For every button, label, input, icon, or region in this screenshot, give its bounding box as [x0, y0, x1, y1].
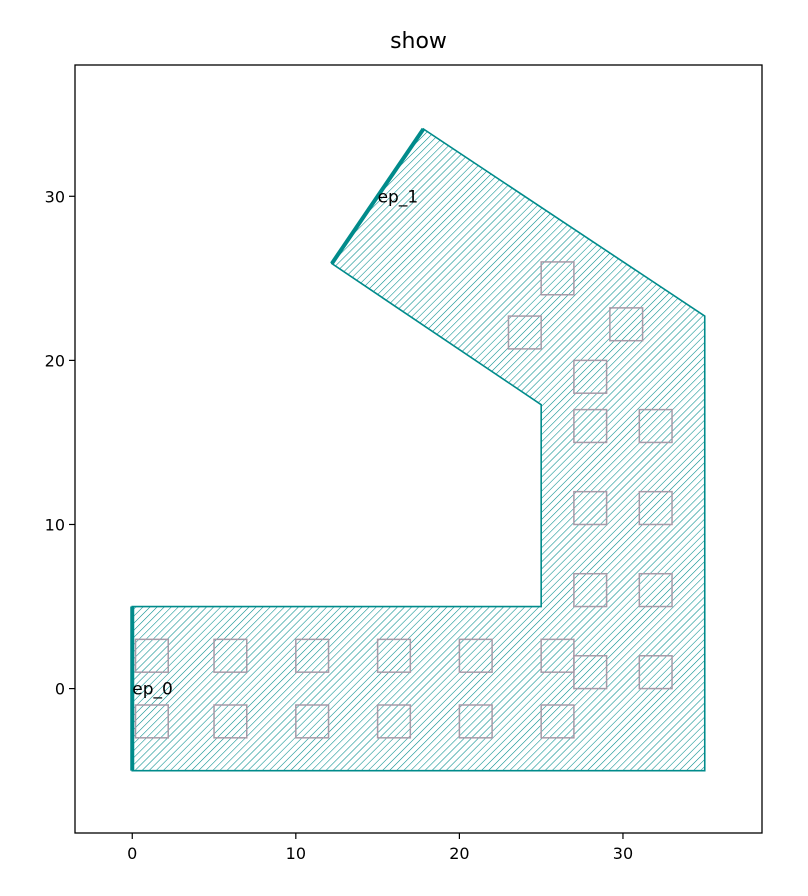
via-square: [134, 704, 169, 739]
via-square: [573, 490, 608, 526]
via-square: [458, 638, 493, 673]
chart-title: show: [390, 29, 447, 54]
y-tick-label: 10: [45, 515, 65, 534]
annotation-ep_0: ep_0: [132, 680, 173, 700]
via-square: [573, 408, 608, 444]
x-tick-label: 20: [449, 844, 469, 863]
via-square: [638, 655, 673, 690]
via-square: [507, 315, 542, 350]
via-square: [638, 572, 673, 608]
axes-frame: [74, 64, 763, 834]
via-square: [573, 359, 608, 394]
via-square: [376, 704, 412, 739]
y-tick-label: 0: [55, 680, 65, 699]
via-square: [609, 307, 644, 342]
annotation-ep_1: ep_1: [378, 187, 419, 207]
y-axis: 0 10 20 30: [45, 187, 75, 699]
y-tick-label: 20: [45, 351, 65, 370]
x-tick-label: 30: [613, 844, 633, 863]
port-edge-ep_1: [330, 127, 426, 265]
via-square: [134, 638, 169, 673]
via-square: [295, 638, 330, 673]
y-tick-label: 30: [45, 187, 65, 206]
via-square: [540, 704, 575, 739]
via-square: [573, 572, 608, 608]
annotation-layer: ep_0 ep_1: [132, 187, 418, 699]
via-square: [540, 261, 575, 296]
path-polygon: [131, 127, 706, 772]
via-square: [573, 655, 608, 690]
via-square: [638, 490, 673, 526]
via-square: [213, 638, 248, 673]
via-square: [295, 704, 330, 739]
via-square: [213, 704, 248, 739]
via-square: [458, 704, 493, 739]
via-square: [638, 408, 673, 444]
plot-area: [130, 127, 706, 772]
x-axis: 0 10 20 30: [127, 833, 633, 863]
via-square: [376, 638, 412, 673]
x-tick-label: 0: [127, 844, 137, 863]
x-tick-label: 10: [286, 844, 306, 863]
